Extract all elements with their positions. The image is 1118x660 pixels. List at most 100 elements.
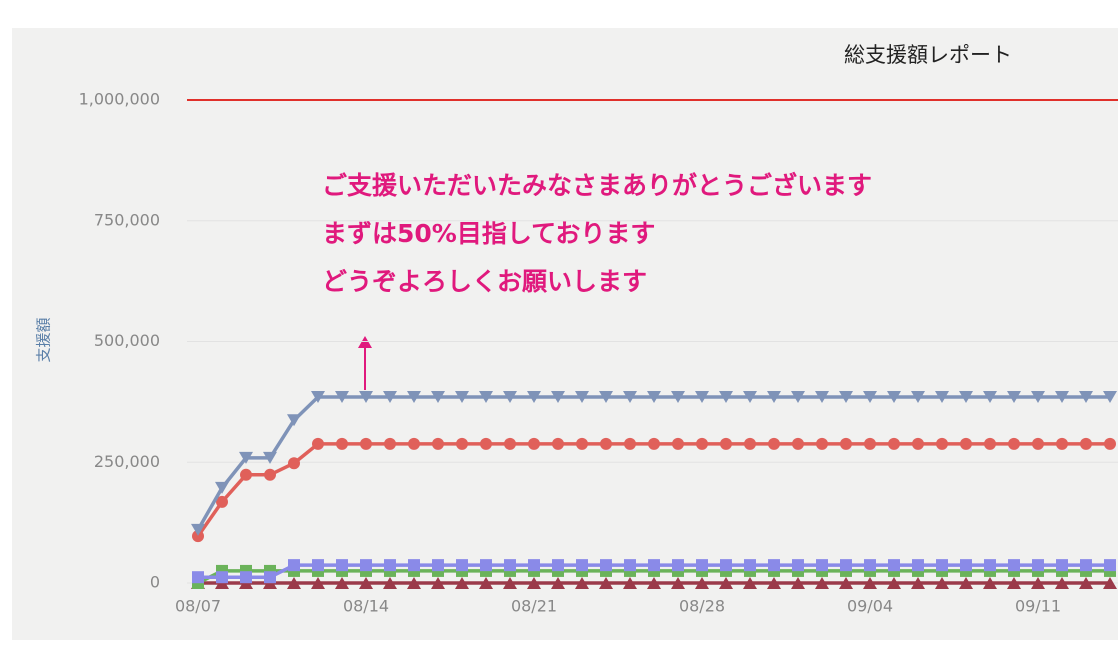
point (984, 559, 996, 572)
annotation: ご支援いただいたみなさまありがとうございます まずは50%目指しております どう… (322, 171, 872, 296)
point (335, 577, 349, 589)
point (936, 559, 948, 572)
series (191, 577, 1117, 589)
point (719, 391, 733, 404)
point (336, 437, 348, 450)
point (384, 437, 396, 450)
point (815, 391, 829, 404)
point (191, 523, 205, 536)
point (888, 437, 900, 450)
point (1079, 391, 1093, 404)
point (528, 437, 540, 450)
point (840, 437, 852, 450)
point (479, 577, 493, 589)
point (455, 391, 469, 404)
annotation-line: どうぞよろしくお願いします (322, 267, 647, 296)
y-tick-label: 500,000 (94, 331, 160, 350)
point (647, 577, 661, 589)
point (864, 559, 876, 572)
point (959, 577, 973, 589)
x-tick-label: 09/04 (847, 597, 893, 616)
point (192, 530, 204, 543)
point (671, 391, 685, 404)
point (792, 559, 804, 572)
x-tick-label: 08/14 (343, 597, 389, 616)
point (551, 577, 565, 589)
point (504, 559, 516, 572)
point (983, 577, 997, 589)
point (1103, 577, 1117, 589)
point (1055, 577, 1069, 589)
point (576, 559, 588, 572)
point (720, 437, 732, 450)
point (768, 437, 780, 450)
point (1080, 437, 1092, 450)
point (912, 559, 924, 572)
point (648, 437, 660, 450)
point (1079, 577, 1093, 589)
point (624, 437, 636, 450)
point (791, 391, 805, 404)
point (527, 391, 541, 404)
point (480, 559, 492, 572)
point (624, 559, 636, 572)
point (527, 577, 541, 589)
point (959, 391, 973, 404)
point (911, 391, 925, 404)
point (816, 437, 828, 450)
point (671, 577, 685, 589)
point (935, 391, 949, 404)
point (551, 391, 565, 404)
point (239, 451, 253, 464)
point (863, 391, 877, 404)
point (455, 577, 469, 589)
point (552, 437, 564, 450)
point (767, 391, 781, 404)
point (407, 577, 421, 589)
point (312, 437, 324, 450)
point (240, 571, 252, 584)
point (672, 559, 684, 572)
point (575, 391, 589, 404)
point (408, 437, 420, 450)
point (480, 437, 492, 450)
point (816, 559, 828, 572)
point (1104, 437, 1116, 450)
point (719, 577, 733, 589)
point (504, 437, 516, 450)
point (623, 577, 637, 589)
point (600, 437, 612, 450)
point (743, 577, 757, 589)
point (456, 437, 468, 450)
point (1103, 391, 1117, 404)
y-tick-label: 250,000 (94, 452, 160, 471)
point (791, 577, 805, 589)
point (840, 559, 852, 572)
point (863, 577, 877, 589)
y-tick-label: 0 (150, 573, 160, 592)
point (311, 577, 325, 589)
point (887, 391, 901, 404)
point (648, 559, 660, 572)
point (1056, 559, 1068, 572)
point (936, 437, 948, 450)
x-tick-label: 08/21 (511, 597, 557, 616)
point (431, 577, 445, 589)
point (864, 437, 876, 450)
point (288, 559, 300, 572)
point (599, 391, 613, 404)
point (744, 559, 756, 572)
point (192, 571, 204, 584)
x-tick-label: 08/28 (679, 597, 725, 616)
y-tick-label: 750,000 (94, 210, 160, 229)
x-tick-label: 08/07 (175, 597, 221, 616)
point (360, 559, 372, 572)
point (407, 391, 421, 404)
point (984, 437, 996, 450)
y-axis-label: 支援額 (35, 317, 53, 362)
point (383, 391, 397, 404)
point (408, 559, 420, 572)
point (287, 414, 301, 427)
point (360, 437, 372, 450)
point (264, 571, 276, 584)
